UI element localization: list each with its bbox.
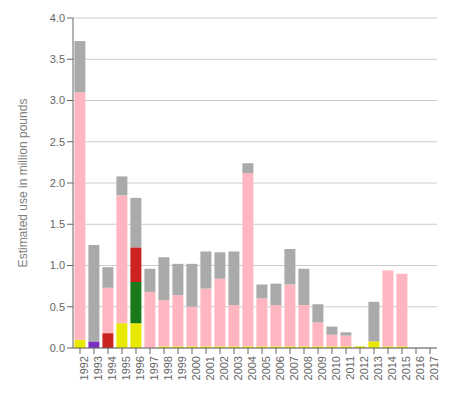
svg-text:1999: 1999 bbox=[176, 356, 188, 380]
svg-text:2016: 2016 bbox=[414, 356, 426, 380]
svg-text:2000: 2000 bbox=[190, 356, 202, 380]
svg-text:1997: 1997 bbox=[148, 356, 160, 380]
svg-text:Estimated use in million pound: Estimated use in million pounds bbox=[16, 99, 30, 268]
svg-text:2004: 2004 bbox=[246, 356, 258, 380]
svg-text:2015: 2015 bbox=[400, 356, 412, 380]
svg-text:2009: 2009 bbox=[316, 356, 328, 380]
svg-text:2007: 2007 bbox=[288, 356, 300, 380]
svg-text:2006: 2006 bbox=[274, 356, 286, 380]
svg-text:1994: 1994 bbox=[106, 356, 118, 380]
svg-text:1.5: 1.5 bbox=[50, 218, 65, 230]
svg-text:2014: 2014 bbox=[386, 356, 398, 380]
svg-text:1992: 1992 bbox=[78, 356, 90, 380]
svg-text:2012: 2012 bbox=[358, 356, 370, 380]
svg-text:2.5: 2.5 bbox=[50, 136, 65, 148]
svg-text:4.0: 4.0 bbox=[50, 12, 65, 24]
svg-text:2011: 2011 bbox=[344, 356, 356, 380]
svg-text:0.5: 0.5 bbox=[50, 301, 65, 313]
svg-text:2.0: 2.0 bbox=[50, 177, 65, 189]
svg-text:2008: 2008 bbox=[302, 356, 314, 380]
svg-text:2003: 2003 bbox=[232, 356, 244, 380]
svg-text:2002: 2002 bbox=[218, 356, 230, 380]
svg-text:1996: 1996 bbox=[134, 356, 146, 380]
svg-text:1.0: 1.0 bbox=[50, 259, 65, 271]
svg-text:1998: 1998 bbox=[162, 356, 174, 380]
svg-text:1993: 1993 bbox=[92, 356, 104, 380]
svg-text:2010: 2010 bbox=[330, 356, 342, 380]
svg-text:0.0: 0.0 bbox=[50, 342, 65, 354]
svg-text:3.5: 3.5 bbox=[50, 53, 65, 65]
svg-text:3.0: 3.0 bbox=[50, 94, 65, 106]
svg-text:2017: 2017 bbox=[428, 356, 440, 380]
svg-text:2005: 2005 bbox=[260, 356, 272, 380]
svg-text:2013: 2013 bbox=[372, 356, 384, 380]
svg-text:1995: 1995 bbox=[120, 356, 132, 380]
svg-text:2001: 2001 bbox=[204, 356, 216, 380]
